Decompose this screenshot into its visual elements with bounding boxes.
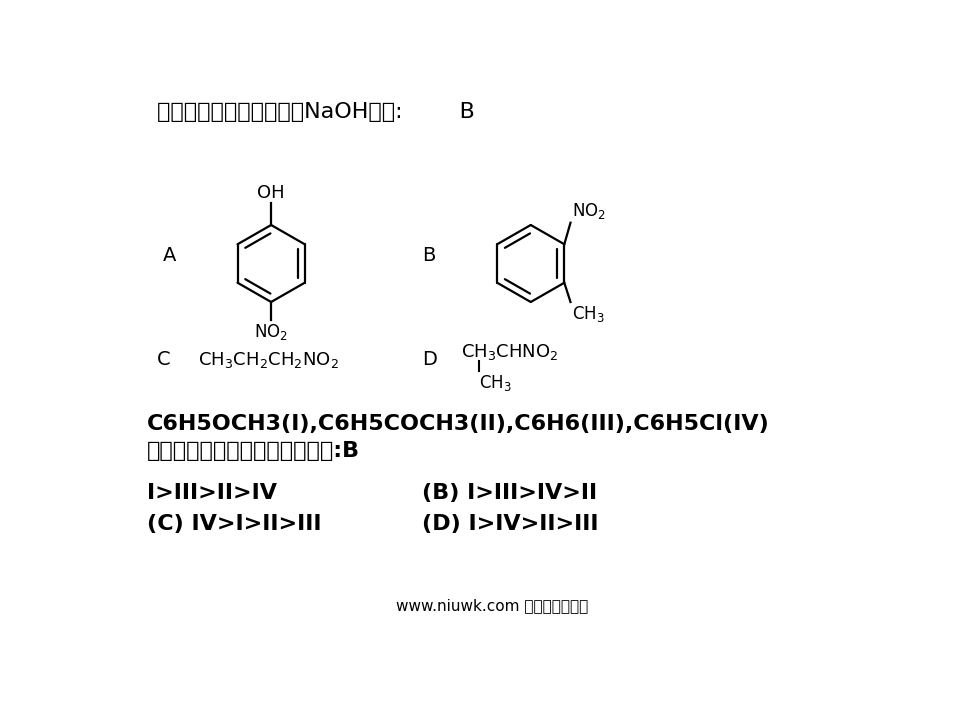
Text: B: B — [422, 246, 436, 265]
Text: (D) I>IV>II>III: (D) I>IV>II>III — [422, 514, 599, 534]
Text: NO$_2$: NO$_2$ — [572, 201, 606, 221]
Text: CH$_3$CH$_2$CH$_2$NO$_2$: CH$_3$CH$_2$CH$_2$NO$_2$ — [198, 350, 339, 370]
Text: I>III>II>IV: I>III>II>IV — [147, 483, 277, 503]
Text: NO$_2$: NO$_2$ — [254, 322, 288, 342]
Text: 下列哪种化合物不能溶于NaOH溶液:        B: 下列哪种化合物不能溶于NaOH溶液: B — [157, 102, 475, 122]
Text: A: A — [162, 246, 176, 265]
Text: www.niuwk.com 牛牛文库文档分: www.niuwk.com 牛牛文库文档分 — [396, 598, 588, 613]
Text: OH: OH — [257, 184, 285, 202]
Text: (C) IV>I>II>III: (C) IV>I>II>III — [147, 514, 322, 534]
Text: CH$_3$CHNO$_2$: CH$_3$CHNO$_2$ — [461, 342, 559, 362]
Text: CH$_3$: CH$_3$ — [479, 373, 512, 393]
Text: D: D — [422, 350, 437, 369]
Text: CH$_3$: CH$_3$ — [572, 305, 605, 324]
Text: (B) I>III>IV>II: (B) I>III>IV>II — [422, 483, 597, 503]
Text: C6H5OCH3(I),C6H5COCH3(II),C6H6(III),C6H5Cl(IV): C6H5OCH3(I),C6H5COCH3(II),C6H6(III),C6H5… — [147, 414, 770, 433]
Text: C: C — [157, 350, 171, 369]
Text: 四种化合物硝化反应速率次序为:B: 四种化合物硝化反应速率次序为:B — [147, 441, 360, 461]
